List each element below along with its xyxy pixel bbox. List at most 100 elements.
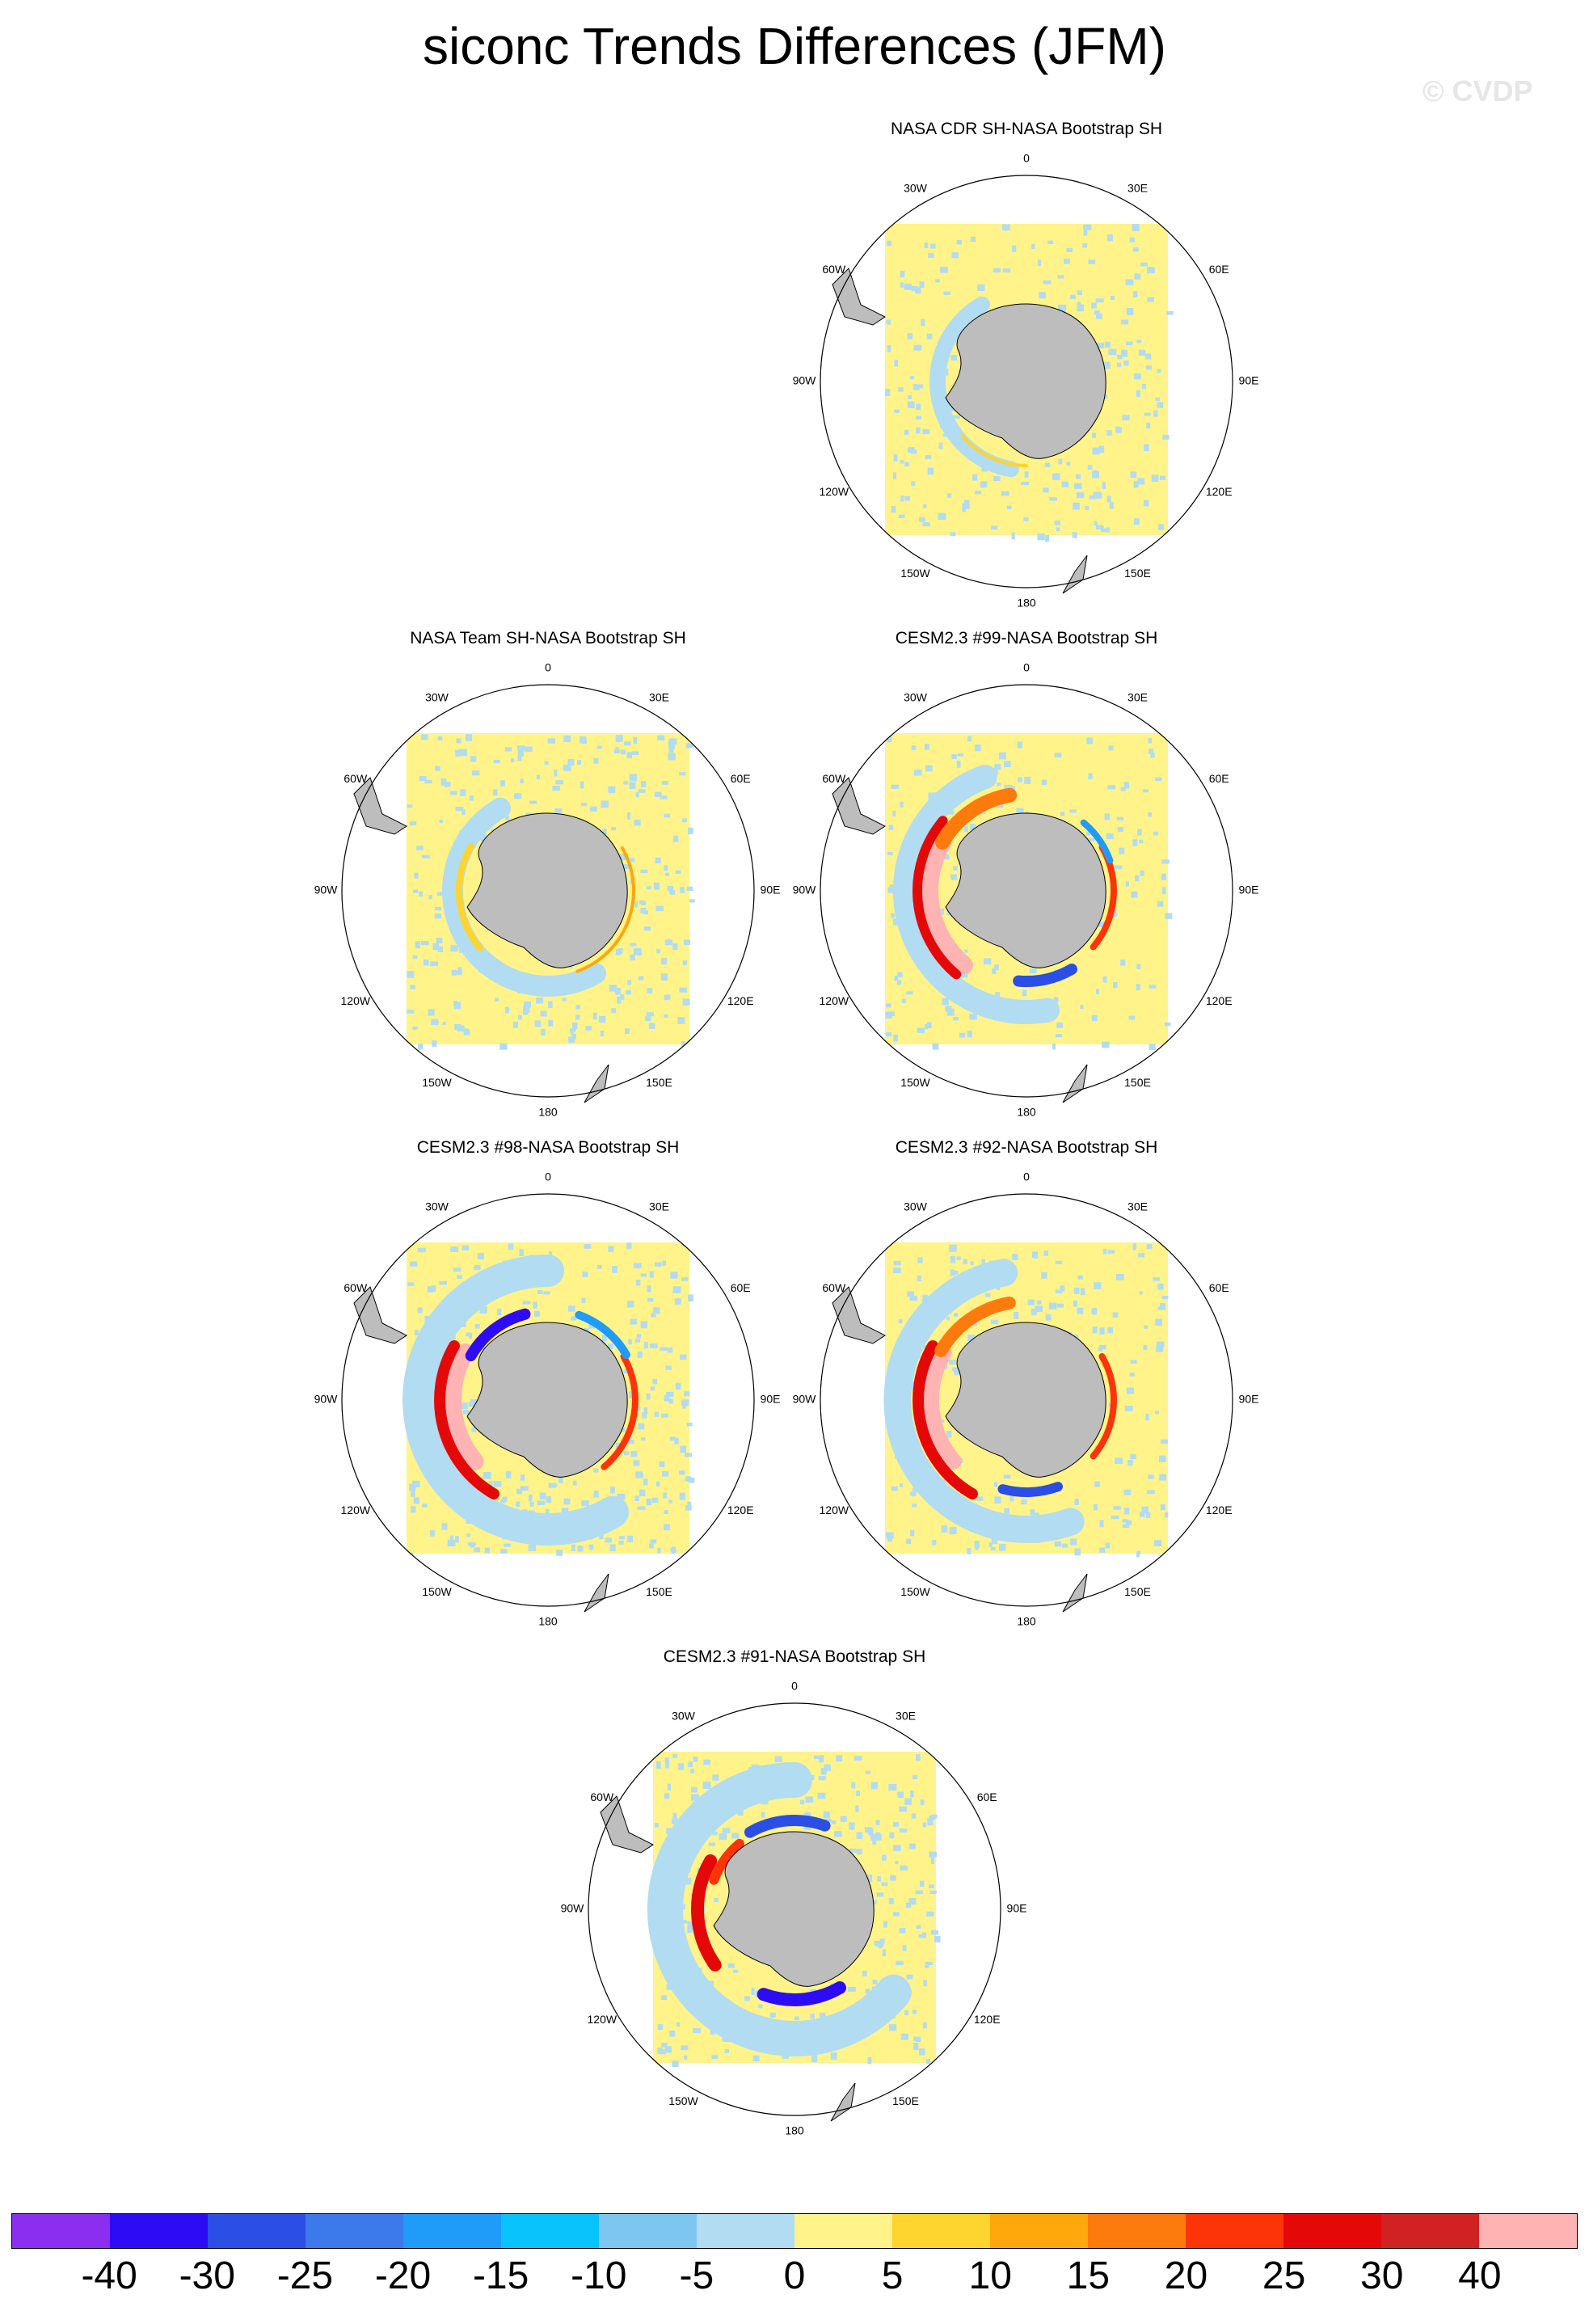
longitude-label: 180 [538,1615,558,1628]
map-panel-nasa-cdr: NASA CDR SH-NASA Bootstrap SH 0 30E 60E 90E… [784,120,1269,613]
colorbar-labels: -40 -30 -25 -20 -15 -10 -5 0 5 10 15 20 25 30 40 [0,2254,1589,2302]
longitude-label: 90E [761,884,781,896]
longitude-label: 60E [1209,772,1229,785]
longitude-label: 30E [649,1200,669,1213]
colorbar-swatch [697,2214,794,2248]
panel-title: CESM2.3 #99-NASA Bootstrap SH [895,629,1158,647]
panel-title: CESM2.3 #91-NASA Bootstrap SH [663,1647,926,1666]
colorbar-tick-label: -10 [571,2254,627,2297]
longitude-label: 120W [341,1504,371,1516]
longitude-label: 120W [820,485,849,498]
longitude-label: 60W [822,263,846,276]
longitude-label: 120E [974,2013,1001,2026]
south-america-landmass [353,777,407,835]
longitude-label: 150E [646,1076,672,1089]
south-america-landmass [832,777,886,835]
longitude-label: 90W [793,374,817,387]
new-zealand-landmass [584,1573,609,1613]
colorbar-swatch [12,2214,110,2248]
south-america-landmass [832,1286,886,1344]
longitude-label: 60E [731,1281,751,1294]
polar-map: 0 30E 60E 90E 120E 150E 180 150W 120W 90W 60W 30W [793,661,1259,1119]
colorbar-tick-label: 25 [1262,2254,1306,2297]
longitude-label: 30W [904,691,928,704]
longitude-label: 90E [761,1393,781,1406]
longitude-label: 0 [1023,152,1030,165]
new-zealand-landmass [830,2082,856,2122]
map-boundary [820,684,1233,1098]
longitude-label: 0 [791,1680,798,1693]
polar-map: 0 30E 60E 90E 120E 150E 180 150W 120W 90W 60W 30W [314,661,781,1119]
watermark: © CVDP [1423,74,1533,108]
longitude-label: 90W [314,1393,339,1406]
colorbar-swatch [208,2214,306,2248]
longitude-label: 30E [1127,1200,1148,1213]
colorbar-tick-label: -40 [81,2254,137,2297]
south-america-landmass [600,1795,654,1854]
longitude-label: 120W [820,994,849,1007]
longitude-label: 150E [646,1585,672,1598]
longitude-label: 120E [1206,994,1233,1007]
longitude-label: 90E [1239,1393,1259,1406]
longitude-label: 150W [900,567,930,580]
map-boundary [820,175,1233,588]
panel-title: CESM2.3 #92-NASA Bootstrap SH [895,1138,1158,1157]
map-panel-cesm-92: CESM2.3 #92-NASA Bootstrap SH 0 30E 60E 90E… [784,1138,1269,1631]
longitude-label: 120W [820,1504,849,1516]
longitude-label: 30E [896,1710,916,1723]
longitude-label: 120W [341,994,371,1007]
longitude-label: 60E [977,1790,997,1803]
longitude-label: 0 [545,1170,551,1183]
antarctica-landmass [945,812,1106,968]
antarctica-landmass [945,1322,1106,1478]
antarctica-landmass [466,1322,628,1478]
longitude-label: 120E [727,1504,754,1516]
longitude-label: 90W [314,884,339,896]
longitude-label: 150E [1124,1076,1151,1089]
longitude-label: 150W [668,2094,698,2107]
longitude-label: 180 [1017,1106,1036,1119]
map-boundary [588,1702,1001,2116]
new-zealand-landmass [1062,1064,1088,1103]
longitude-label: 90E [1007,1902,1027,1915]
longitude-label: 90E [1239,374,1259,387]
longitude-label: 0 [1023,661,1030,674]
longitude-label: 150E [1124,1585,1151,1598]
longitude-label: 150W [900,1585,930,1598]
colorbar-tick-label: -20 [374,2254,432,2297]
map-panel-nasa-team: NASA Team SH-NASA Bootstrap SH 0 30E 60E 90… [306,629,790,1122]
colorbar-swatch [990,2214,1088,2248]
south-america-landmass [832,268,886,326]
colorbar-swatch [306,2214,403,2248]
page-title: siconc Trends Differences (JFM) [423,17,1166,75]
colorbar-tick-label: 10 [968,2254,1012,2297]
colorbar-tick-label: -25 [276,2254,334,2297]
colorbar-tick-label: 20 [1164,2254,1208,2297]
colorbar-swatch [1088,2214,1186,2248]
polar-map: 0 30E 60E 90E 120E 150E 180 150W 120W 90W 60W 30W [314,1170,781,1628]
longitude-label: 30W [904,1200,928,1213]
longitude-label: 30W [904,182,928,195]
longitude-label: 150E [1124,567,1151,580]
colorbar-tick-label: 40 [1458,2254,1502,2297]
antarctica-landmass [713,1831,875,1987]
longitude-label: 120W [588,2013,617,2026]
map-boundary [820,1193,1233,1607]
new-zealand-landmass [584,1064,609,1103]
longitude-label: 180 [1017,597,1036,609]
longitude-label: 0 [545,661,551,674]
longitude-label: 0 [1023,1170,1030,1183]
polar-map: 0 30E 60E 90E 120E 150E 180 150W 120W 90W 60W 30W [561,1680,1027,2137]
longitude-label: 150W [422,1076,452,1089]
map-boundary [341,684,755,1098]
colorbar-swatch [1381,2214,1479,2248]
colorbar-tick-label: -5 [679,2254,714,2297]
colorbar-swatch [1186,2214,1283,2248]
longitude-label: 30W [672,1710,696,1723]
longitude-label: 60W [344,772,368,785]
colorbar-swatch [599,2214,697,2248]
longitude-label: 180 [538,1106,558,1119]
colorbar-swatch [110,2214,208,2248]
new-zealand-landmass [1062,555,1088,594]
colorbar-swatch [794,2214,892,2248]
